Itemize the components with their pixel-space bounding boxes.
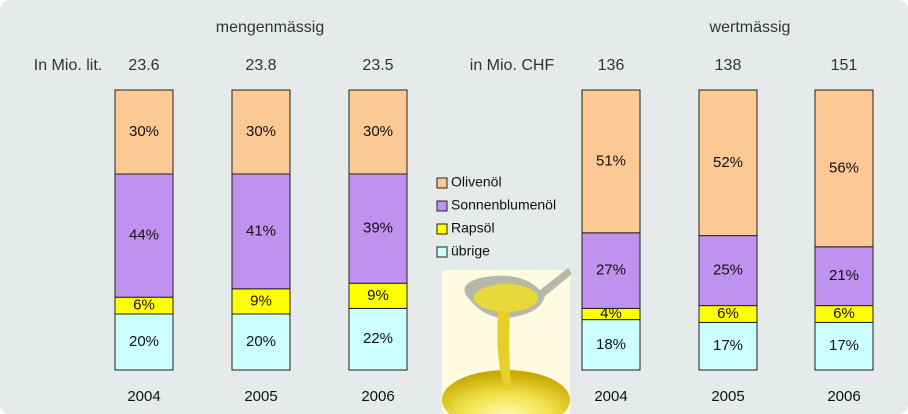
data-label: 6% — [833, 305, 855, 322]
bar-segment — [581, 89, 641, 234]
bar-segment — [231, 89, 291, 175]
data-label: 27% — [596, 262, 626, 279]
x-tick-label: 2006 — [361, 388, 394, 405]
bar-segment — [114, 89, 174, 175]
legend-label: Rapsöl — [451, 220, 495, 236]
data-label: 25% — [713, 262, 743, 279]
x-tick-label: 2006 — [827, 388, 860, 405]
legend-label: übrige — [451, 243, 490, 259]
bar-segment — [814, 89, 874, 248]
oil-image — [442, 268, 572, 414]
bar-segment — [698, 235, 758, 307]
legend-swatch — [436, 246, 448, 258]
legend-label: Olivenöl — [451, 174, 502, 190]
data-label: 6% — [717, 305, 739, 322]
bar-segment — [348, 307, 408, 371]
data-label: 9% — [367, 287, 389, 304]
x-tick-label: 2004 — [127, 388, 160, 405]
legend-swatch — [436, 200, 448, 212]
bar-segment — [348, 89, 408, 175]
data-label: 30% — [246, 123, 276, 140]
total-label: 136 — [598, 57, 625, 74]
x-tick-label: 2004 — [594, 388, 627, 405]
bar-segment — [231, 173, 291, 290]
data-label: 30% — [363, 123, 393, 140]
total-label: 151 — [831, 57, 858, 74]
data-label: 20% — [129, 333, 159, 350]
bar-segment — [581, 319, 641, 371]
data-label: 17% — [713, 337, 743, 354]
total-label: 23.8 — [245, 57, 276, 74]
data-label: 22% — [363, 330, 393, 347]
total-label: 138 — [715, 57, 742, 74]
total-label: 23.5 — [362, 57, 393, 74]
legend-label: Sonnenblumenöl — [451, 197, 556, 213]
x-tick-label: 2005 — [244, 388, 277, 405]
data-label: 44% — [129, 227, 159, 244]
bar-segment — [814, 321, 874, 371]
chart-title: mengenmässig — [216, 19, 325, 36]
data-label: 9% — [250, 292, 272, 309]
legend-swatch — [436, 177, 448, 189]
data-label: 41% — [246, 222, 276, 239]
data-label: 6% — [133, 297, 155, 314]
bar-segment — [581, 232, 641, 309]
data-label: 52% — [713, 154, 743, 171]
data-label: 51% — [596, 152, 626, 169]
x-tick-label: 2005 — [711, 388, 744, 405]
unit-label: in Mio. CHF — [470, 57, 555, 74]
data-label: 21% — [829, 267, 859, 284]
data-label: 39% — [363, 220, 393, 237]
total-label: 23.6 — [128, 57, 159, 74]
bar-segment — [698, 89, 758, 237]
data-label: 18% — [596, 336, 626, 353]
data-label: 4% — [600, 305, 622, 322]
legend-swatch — [436, 223, 448, 235]
data-label: 20% — [246, 333, 276, 350]
chart-title: wertmässig — [709, 19, 791, 36]
data-label: 56% — [829, 159, 859, 176]
data-label: 30% — [129, 123, 159, 140]
data-label: 17% — [829, 337, 859, 354]
bar-segment — [698, 321, 758, 371]
bar-segment — [348, 173, 408, 284]
bar-segment — [348, 282, 408, 309]
unit-label: In Mio. lit. — [34, 57, 102, 74]
